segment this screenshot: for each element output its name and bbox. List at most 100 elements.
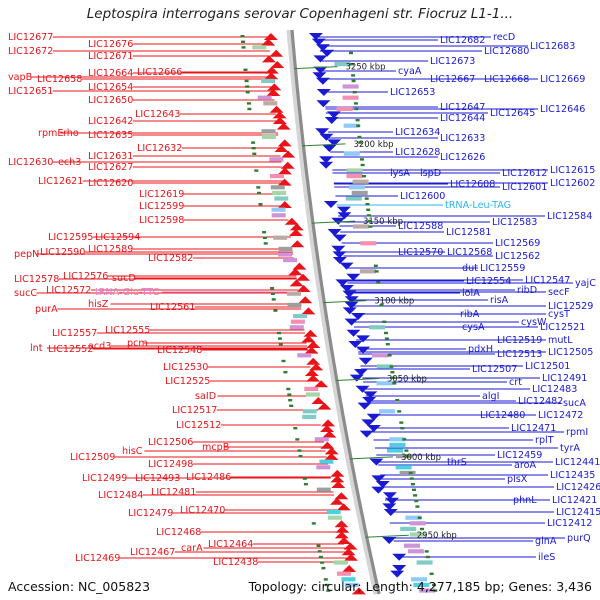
- right-gene-label: LIC12669: [540, 74, 585, 85]
- left-gene-label: acd3: [88, 341, 111, 352]
- reverse-cds-block: [344, 582, 359, 587]
- right-gene-label: mutL: [548, 335, 573, 346]
- left-gene-label: tRNA-Glu-TTC: [95, 287, 160, 298]
- forward-track-dash: [384, 337, 389, 340]
- forward-gene-arrow: [312, 72, 327, 80]
- reverse-gene-arrow: [266, 89, 281, 96]
- reverse-gene-arrow: [301, 307, 316, 315]
- reverse-gene-arrow: [337, 537, 352, 544]
- left-gene-label: LIC12467: [130, 547, 175, 558]
- forward-track-dash: [425, 555, 430, 559]
- reverse-track-dash: [297, 449, 302, 452]
- right-gene-label: LIC12529: [548, 301, 593, 312]
- gene-labels: LIC12677 LIC12676 LIC12672 LIC12671 LIC12664…: [8, 32, 600, 568]
- reverse-track-dash: [247, 107, 252, 111]
- left-gene-label: LIC12468: [156, 527, 201, 538]
- reverse-cds-block: [270, 174, 284, 179]
- left-gene-label: rpmE: [38, 128, 63, 139]
- reverse-gene-arrow: [322, 430, 337, 438]
- reverse-cds-block: [302, 414, 317, 419]
- forward-cds-block: [416, 560, 433, 565]
- forward-track-dash: [349, 51, 353, 55]
- reverse-cds-block: [274, 196, 289, 201]
- right-gene-label: LIC12673: [430, 56, 475, 67]
- forward-gene-arrow: [392, 553, 407, 561]
- reverse-cds-block: [287, 302, 302, 307]
- reverse-gene-arrow: [330, 475, 345, 483]
- forward-gene-arrow: [342, 290, 357, 298]
- reverse-track-dash: [241, 46, 246, 49]
- right-gene-label: algI: [482, 391, 499, 402]
- forward-gene-arrow: [322, 145, 337, 152]
- forward-track-dash: [354, 107, 359, 111]
- left-gene-label: LIC12484: [98, 490, 143, 501]
- right-gene-label: lysA: [390, 168, 410, 179]
- right-gene-label: LIC12570: [398, 247, 443, 258]
- forward-gene-arrow: [382, 503, 397, 511]
- forward-track-dash: [362, 175, 366, 178]
- left-gene-label: LIC12630: [8, 157, 53, 168]
- reverse-track-dash: [251, 147, 256, 150]
- reverse-gene-arrow: [330, 469, 345, 477]
- scale-tick-label: 3250 kbp: [345, 63, 385, 73]
- left-gene-label: rho: [63, 128, 79, 139]
- left-gene-label: sucC: [14, 288, 37, 299]
- left-gene-label: LIC12658: [37, 74, 82, 85]
- right-gene-label: LIC12683: [530, 41, 575, 52]
- forward-gene-arrow: [369, 458, 384, 466]
- scale-tick: [294, 66, 338, 70]
- reverse-gene-arrow: [303, 329, 318, 337]
- reverse-gene-arrow: [331, 481, 346, 488]
- forward-track-dash: [368, 225, 373, 228]
- right-gene-label: ileS: [538, 552, 555, 563]
- left-gene-label: ech3: [58, 157, 81, 168]
- scale-tick: [365, 534, 409, 538]
- forward-cds-block: [369, 325, 386, 330]
- reverse-gene-arrow: [289, 279, 304, 287]
- scale-tick-label: 3050 kbp: [387, 374, 427, 384]
- forward-track-dash: [358, 141, 363, 144]
- forward-gene-arrow: [327, 229, 342, 236]
- right-gene-label: tyrA: [560, 443, 580, 454]
- right-gene-label: tRNA-Leu-TAG: [445, 200, 511, 211]
- reverse-track-dash: [277, 337, 282, 340]
- reverse-cds-block: [278, 252, 292, 257]
- reverse-gene-arrow: [306, 341, 321, 348]
- right-gene-label: LIC12569: [495, 238, 540, 249]
- forward-cds-block: [379, 409, 396, 414]
- reverse-gene-arrow: [272, 111, 287, 119]
- right-gene-label: LIC12584: [547, 211, 592, 222]
- forward-track-dash: [413, 494, 418, 497]
- scale-tick-label: 2950 kbp: [417, 531, 457, 541]
- right-gene-label: LIC12480: [480, 410, 525, 421]
- left-gene-label: LIC12552: [48, 344, 93, 355]
- left-gene-label: pepN: [14, 249, 39, 260]
- forward-gene-arrow: [332, 257, 347, 264]
- forward-gene-arrow: [366, 413, 381, 421]
- forward-track-dash: [412, 488, 416, 491]
- reverse-gene-arrow: [270, 61, 285, 68]
- reverse-gene-arrow: [334, 492, 349, 500]
- right-gene-label: LIC12634: [395, 127, 440, 138]
- left-gene-label: LIC12438: [213, 557, 258, 568]
- right-gene-label: crt: [509, 377, 522, 388]
- reverse-gene-arrow: [284, 217, 299, 225]
- backbone-line: [290, 29, 381, 595]
- right-gene-label: LIC12583: [492, 217, 537, 228]
- forward-track-dash: [389, 365, 394, 368]
- reverse-gene-arrow: [320, 441, 335, 449]
- forward-gene-arrow: [323, 201, 338, 208]
- forward-track-dash: [351, 74, 356, 77]
- reverse-track-dash: [278, 343, 283, 346]
- reverse-track-dash: [326, 589, 331, 592]
- forward-gene-arrow: [331, 217, 346, 225]
- forward-cds-block: [411, 577, 427, 582]
- left-gene-label: sucD: [112, 273, 136, 284]
- forward-cds-block: [343, 123, 360, 128]
- right-gene-label: ribD: [517, 285, 537, 296]
- forward-track-dash: [376, 281, 381, 284]
- reverse-track-dash: [288, 399, 293, 402]
- scale-tick-label: 3200 kbp: [353, 140, 393, 150]
- reverse-gene-arrow: [298, 296, 313, 304]
- forward-cds-block: [334, 62, 351, 67]
